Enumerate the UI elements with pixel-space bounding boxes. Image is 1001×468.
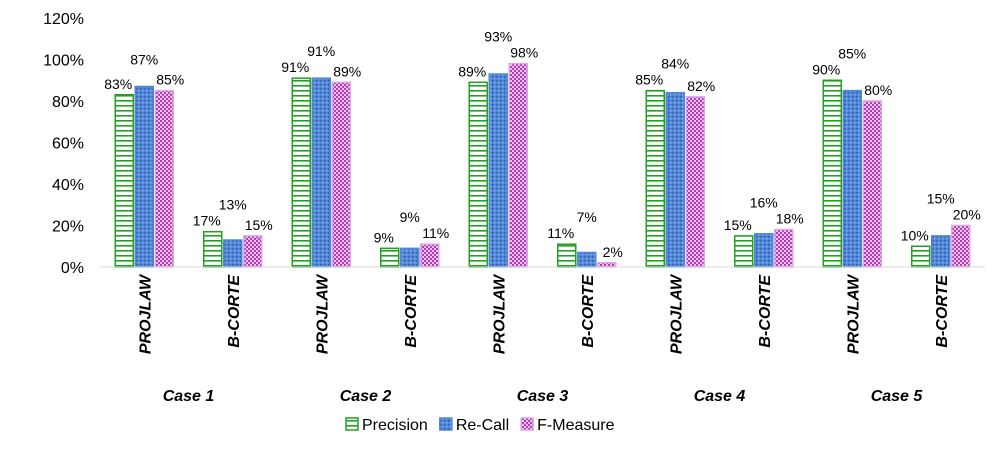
- bar-re-call: [754, 233, 774, 268]
- x-axis: PROJLAW B-CORTE PROJLAW B-CORTE PROJLAW B-COR…: [100, 266, 985, 405]
- data-label: 7%: [577, 209, 597, 225]
- data-label: 98%: [510, 45, 538, 61]
- bar-precision: [911, 245, 931, 268]
- subcategory-label: PROJLAW: [668, 273, 685, 354]
- bar-re-call: [311, 77, 331, 268]
- legend-label: F-Measure: [537, 417, 614, 434]
- y-tick-label: 0%: [61, 260, 84, 277]
- data-label: 91%: [281, 59, 309, 75]
- data-label: 9%: [374, 229, 394, 245]
- subcategory-label: PROJLAW: [137, 273, 154, 354]
- bar-f-measure: [331, 81, 351, 268]
- bar-precision: [734, 235, 754, 268]
- data-label: 17%: [193, 213, 221, 229]
- data-label: 84%: [661, 56, 689, 72]
- bar-precision: [822, 79, 842, 268]
- data-label: 82%: [687, 78, 715, 94]
- bar-precision: [291, 77, 311, 268]
- bar-re-call: [665, 91, 685, 268]
- legend-swatch: [520, 417, 534, 431]
- subcategory-label: PROJLAW: [314, 273, 331, 354]
- data-label: 13%: [219, 197, 247, 213]
- y-tick-label: 40%: [52, 177, 84, 194]
- data-label: 87%: [130, 51, 158, 67]
- legend-item: Re-Call: [439, 417, 509, 434]
- legend-label: Re-Call: [456, 417, 509, 434]
- bar-precision: [645, 89, 665, 268]
- data-label: 80%: [864, 82, 892, 98]
- data-label: 85%: [838, 45, 866, 61]
- data-label: 2%: [603, 244, 623, 260]
- legend-label: Precision: [362, 417, 428, 434]
- data-label: 15%: [245, 217, 273, 233]
- bar-f-measure: [862, 100, 882, 268]
- data-label: 85%: [156, 72, 184, 88]
- bar-f-measure: [774, 228, 794, 268]
- data-label: 85%: [635, 72, 663, 88]
- bar-re-call: [488, 73, 508, 268]
- data-label: 9%: [400, 209, 420, 225]
- bar-re-call: [577, 251, 597, 268]
- group-label: Case 5: [871, 388, 924, 405]
- data-label: 11%: [547, 225, 574, 241]
- bar-re-call: [842, 89, 862, 268]
- subcategory-label: PROJLAW: [845, 273, 862, 354]
- y-tick-label: 100%: [43, 53, 84, 70]
- subcategory-label: B-CORTE: [403, 274, 420, 348]
- group-label: Case 4: [694, 388, 746, 405]
- data-label: 93%: [484, 29, 512, 45]
- data-labels: 83%87%85%17%13%15%91%91%89%9%9%11%89%93%…: [104, 29, 981, 260]
- subcategory-label: B-CORTE: [934, 274, 951, 348]
- data-label: 10%: [901, 227, 929, 243]
- y-tick-label: 20%: [52, 219, 84, 236]
- data-label: 90%: [812, 61, 840, 77]
- bar-re-call: [223, 239, 243, 268]
- bar-f-measure: [154, 89, 174, 268]
- bar-re-call: [400, 247, 420, 268]
- bar-f-measure: [508, 62, 528, 268]
- legend-item: F-Measure: [520, 417, 615, 434]
- data-label: 83%: [104, 76, 132, 92]
- bar-precision: [557, 243, 577, 268]
- bars: [114, 62, 971, 268]
- bar-f-measure: [243, 235, 263, 268]
- legend: Precision Re-Call F-Measure: [345, 417, 615, 434]
- subcategory-label: B-CORTE: [580, 274, 597, 348]
- legend-swatch: [439, 417, 453, 431]
- bar-precision: [203, 230, 223, 268]
- data-label: 89%: [333, 63, 361, 79]
- bar-precision: [114, 94, 134, 268]
- bar-precision: [468, 81, 488, 268]
- y-axis: 0% 20% 40% 60% 80% 100% 120%: [43, 11, 84, 277]
- bar-f-measure: [420, 243, 440, 268]
- group-label: Case 2: [340, 388, 392, 405]
- legend-swatch: [345, 417, 359, 431]
- y-tick-label: 120%: [43, 11, 84, 28]
- data-label: 18%: [776, 211, 804, 227]
- data-label: 15%: [927, 191, 955, 207]
- subcategory-label: PROJLAW: [491, 273, 508, 354]
- bar-f-measure: [685, 96, 705, 268]
- bar-f-measure: [951, 224, 971, 268]
- group-label: Case 3: [517, 388, 569, 405]
- data-label: 16%: [750, 195, 778, 211]
- bar-f-measure: [597, 262, 617, 268]
- subcategory-label: B-CORTE: [226, 274, 243, 348]
- data-label: 89%: [458, 63, 486, 79]
- data-label: 20%: [953, 207, 981, 223]
- y-tick-label: 60%: [52, 136, 84, 153]
- bar-precision: [380, 247, 400, 268]
- y-tick-label: 80%: [52, 94, 84, 111]
- data-label: 15%: [724, 217, 752, 233]
- subcategory-label: B-CORTE: [757, 274, 774, 348]
- legend-item: Precision: [345, 417, 428, 434]
- bar-re-call: [134, 85, 154, 268]
- data-label: 11%: [422, 225, 449, 241]
- bar-re-call: [931, 235, 951, 268]
- group-label: Case 1: [163, 388, 215, 405]
- data-label: 91%: [307, 43, 335, 59]
